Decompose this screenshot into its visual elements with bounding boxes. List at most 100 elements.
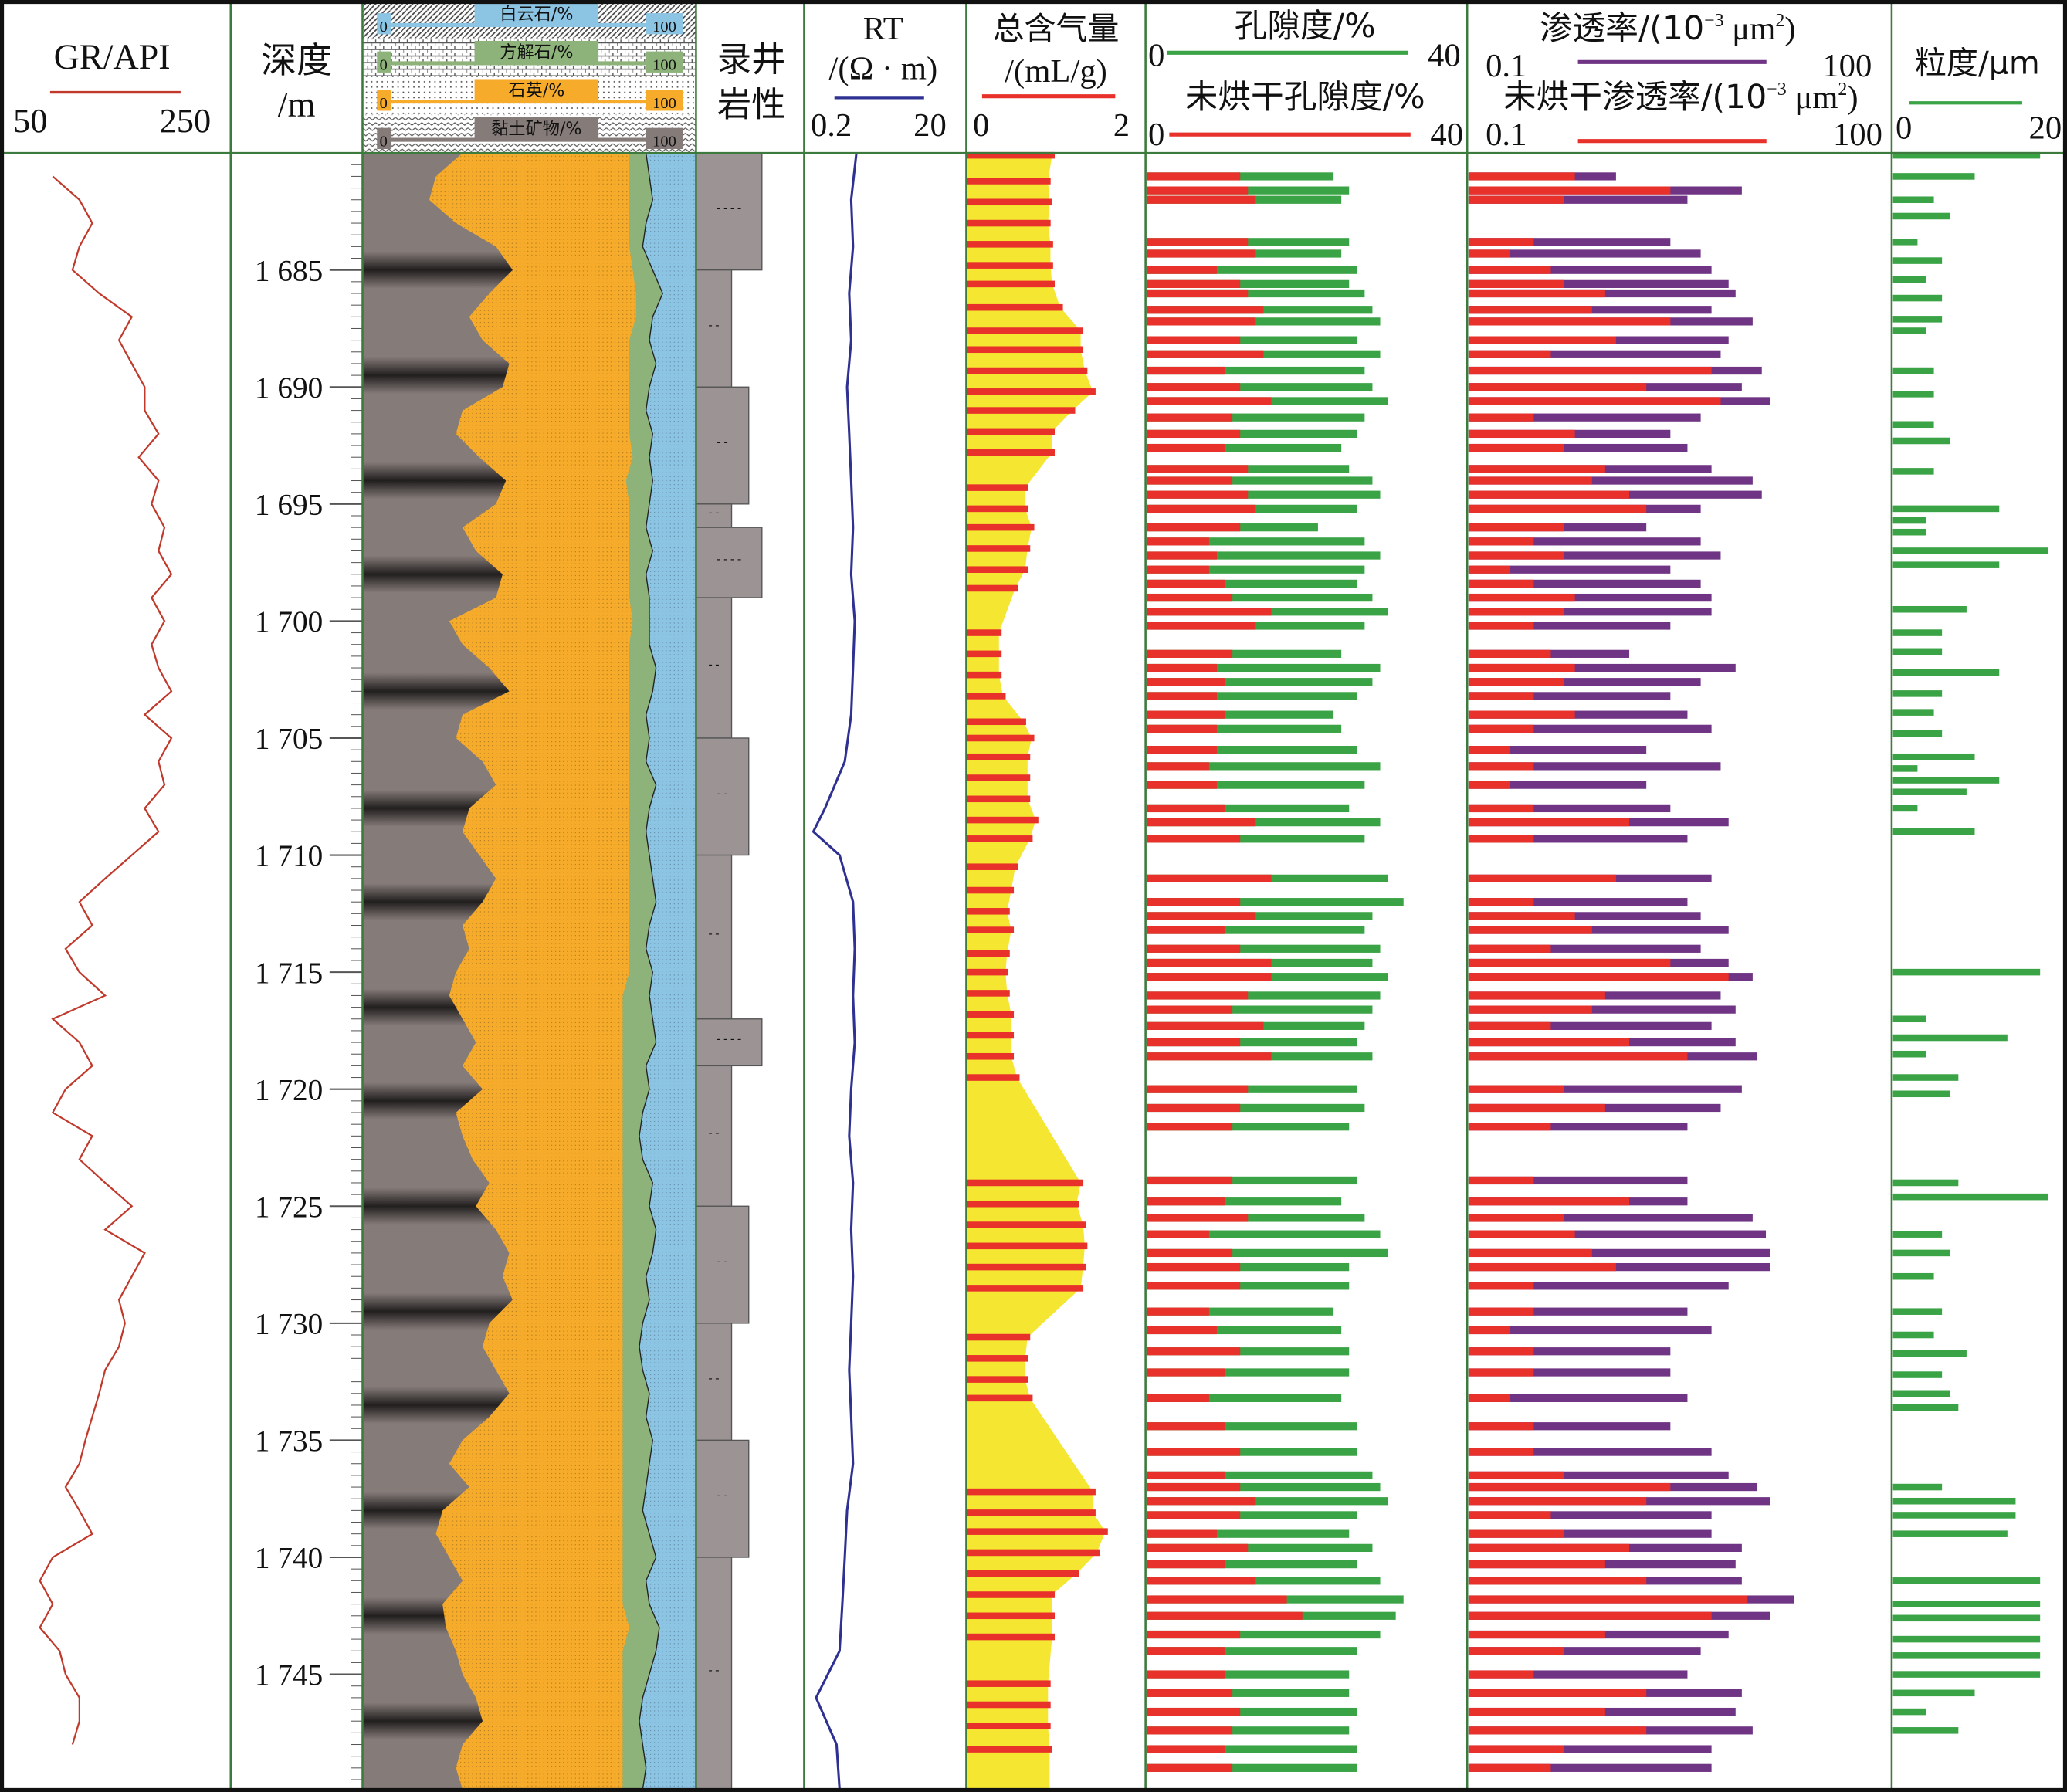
gr-track bbox=[39, 175, 173, 1745]
porosity-bar bbox=[1147, 1368, 1350, 1377]
unbaked-porosity-bar bbox=[1147, 608, 1272, 616]
mineral-label-box bbox=[474, 40, 599, 63]
porosity-bar bbox=[1147, 1038, 1357, 1047]
unbaked-porosity-bar bbox=[1147, 678, 1225, 686]
lithology-symbol: - - bbox=[717, 1489, 728, 1502]
porosity-bar bbox=[1147, 551, 1381, 560]
porosity-bar bbox=[1147, 1511, 1357, 1519]
unbaked-permeability-bar bbox=[1468, 874, 1616, 882]
unbaked-porosity-bar bbox=[1147, 1347, 1241, 1356]
unbaked-porosity-bar bbox=[1147, 523, 1241, 532]
permeability-bar bbox=[1468, 1085, 1742, 1093]
unbaked-porosity-bar bbox=[1147, 1103, 1241, 1113]
clay-band bbox=[362, 251, 513, 289]
unbaked-permeability-bar bbox=[1468, 1394, 1510, 1402]
porosity-bar bbox=[1147, 266, 1357, 274]
permeability-bar bbox=[1468, 1368, 1671, 1377]
unbaked-porosity-min: 0 bbox=[1148, 117, 1164, 153]
gas-sample-bar bbox=[966, 1746, 1052, 1753]
grain-size-bar bbox=[1892, 561, 2000, 568]
unbaked-porosity-bar bbox=[1147, 306, 1264, 314]
unbaked-porosity-bar bbox=[1147, 413, 1233, 422]
mineral-max-box bbox=[646, 51, 683, 73]
porosity-bar bbox=[1147, 1543, 1373, 1552]
grain-size-bar bbox=[1892, 151, 2041, 159]
grain-size-bar bbox=[1892, 788, 1967, 795]
depth-label: 1 710 bbox=[255, 839, 323, 872]
porosity-bar bbox=[1147, 835, 1365, 843]
gas-sample-bar bbox=[966, 303, 1063, 311]
unbaked-permeability-bar bbox=[1468, 1005, 1592, 1014]
grain-size-track bbox=[1892, 151, 2048, 1734]
unbaked-permeability-bar bbox=[1468, 238, 1534, 246]
gas-sample-bar bbox=[966, 753, 1031, 760]
unbaked-porosity-bar bbox=[1147, 944, 1241, 953]
porosity-bar bbox=[1147, 1347, 1350, 1356]
unbaked-permeability-bar bbox=[1468, 1560, 1605, 1569]
gas-sample-bar bbox=[966, 1032, 1015, 1039]
gas-sample-bar bbox=[966, 1200, 1079, 1208]
permeability-bar bbox=[1468, 1448, 1712, 1456]
unbaked-porosity-bar bbox=[1147, 1214, 1249, 1222]
unbaked-permeability-bar bbox=[1468, 306, 1592, 314]
grain-size-bar bbox=[1892, 828, 1975, 835]
gas-sample-bar bbox=[966, 1549, 1100, 1557]
porosity-bar bbox=[1147, 781, 1365, 789]
grain-size-bar bbox=[1892, 196, 1934, 204]
unbaked-permeability-bar bbox=[1468, 746, 1510, 754]
grain-size-bar bbox=[1892, 1483, 1943, 1491]
gas-min: 0 bbox=[973, 107, 989, 144]
rt-max: 20 bbox=[913, 107, 947, 144]
header: GR/API 50 250 深度 /m 录井 岩性 RT /(Ω · m) 0.… bbox=[13, 7, 2062, 153]
gas-sample-bar bbox=[966, 1722, 1051, 1729]
mineral-label-box bbox=[474, 79, 599, 102]
unbaked-porosity-bar bbox=[1147, 443, 1225, 452]
grain-size-bar bbox=[1892, 437, 1950, 445]
porosity-bar bbox=[1147, 383, 1373, 391]
grain-size-bar bbox=[1892, 505, 2000, 513]
rt-curve bbox=[812, 152, 858, 1790]
depth-label: 1 695 bbox=[255, 488, 323, 521]
unbaked-porosity-bar bbox=[1147, 266, 1217, 274]
porosity-bar bbox=[1147, 1005, 1373, 1014]
mineral-label-box bbox=[474, 117, 599, 141]
grain-size-bar bbox=[1892, 1249, 1950, 1257]
grain-size-bar bbox=[1892, 257, 1943, 264]
permeability-bar bbox=[1468, 413, 1701, 422]
depth-label: 1 715 bbox=[255, 957, 323, 990]
unbaked-porosity-bar bbox=[1147, 874, 1272, 882]
rt-unit: /(Ω · m) bbox=[829, 50, 938, 86]
grain-size-bar bbox=[1892, 517, 1926, 524]
permeability-bar bbox=[1468, 1422, 1671, 1431]
unbaked-permeability-title: 未烘干渗透率/(10−3 μm2) bbox=[1503, 78, 1859, 117]
unbaked-porosity-bar bbox=[1147, 1326, 1217, 1335]
porosity-bar bbox=[1147, 898, 1404, 906]
gas-sample-bar bbox=[966, 545, 1031, 552]
grain-size-bar bbox=[1892, 391, 1934, 398]
unbaked-permeability-bar bbox=[1468, 1595, 1748, 1604]
rt-min: 0.2 bbox=[811, 107, 852, 144]
depth-label: 1 690 bbox=[255, 371, 323, 405]
permeability-bar bbox=[1468, 1670, 1688, 1679]
gas-sample-bar bbox=[966, 886, 1015, 894]
grain-size-bar bbox=[1892, 1231, 1943, 1238]
unbaked-permeability-bar bbox=[1468, 266, 1551, 274]
lithology-symbol: - - - - bbox=[717, 202, 741, 215]
grain-size-bar bbox=[1892, 690, 1943, 697]
gas-sample-bar bbox=[966, 734, 1035, 742]
lithology-track: - - - - - - - - - - - - - - - - - - - - - - - - -… bbox=[695, 152, 763, 1790]
porosity-bar bbox=[1147, 1482, 1381, 1492]
unbaked-porosity-bar bbox=[1147, 1282, 1241, 1290]
porosity-bar bbox=[1147, 1422, 1357, 1431]
clay-band bbox=[362, 1292, 513, 1330]
unbaked-permeability-bar bbox=[1468, 649, 1551, 658]
unbaked-porosity-bar bbox=[1147, 622, 1256, 630]
permeability-bar bbox=[1468, 1647, 1701, 1655]
gas-sample-bar bbox=[966, 327, 1084, 334]
unbaked-permeability-bar bbox=[1468, 1707, 1605, 1716]
gr-title: GR/API bbox=[54, 37, 171, 76]
grain-size-bar bbox=[1892, 1577, 2041, 1584]
unbaked-porosity-bar bbox=[1147, 1197, 1225, 1206]
unbaked-porosity-bar bbox=[1147, 397, 1272, 405]
